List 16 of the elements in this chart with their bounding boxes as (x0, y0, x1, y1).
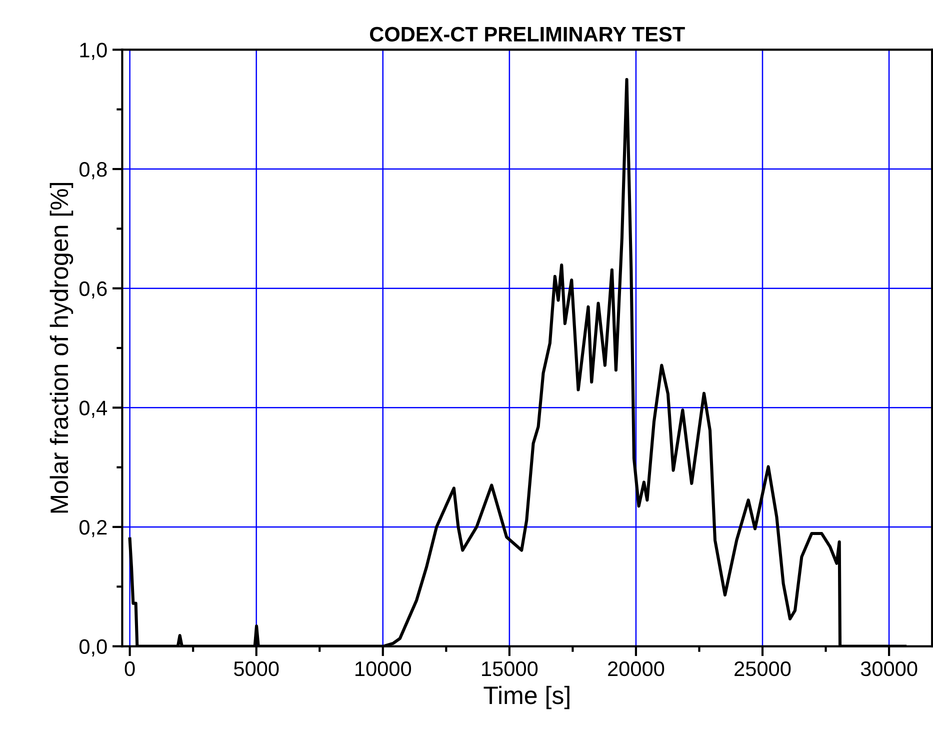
x-tick-label: 0 (124, 661, 135, 676)
x-axis-title: Time [s] (484, 686, 570, 710)
y-tick-label: 0,4 (79, 400, 108, 418)
y-axis-title: Molar fraction of hydrogen [%] (50, 183, 74, 513)
x-tick-label: 25000 (734, 661, 791, 676)
y-tick-label: 0,8 (79, 162, 107, 180)
x-tick-label: 5000 (234, 661, 279, 676)
x-tick-label: 15000 (482, 661, 538, 676)
chart-title: CODEX-CT PRELIMINARY TEST (370, 26, 685, 42)
y-tick-label: 0,2 (79, 520, 107, 538)
y-tick-label: 1,0 (80, 42, 107, 60)
y-tick-label: 0,6 (79, 281, 107, 299)
y-tick-label: 0,0 (79, 639, 107, 656)
x-tick-label: 20000 (608, 661, 664, 676)
x-tick-label: 30000 (860, 661, 918, 676)
x-tick-label: 10000 (356, 661, 412, 676)
